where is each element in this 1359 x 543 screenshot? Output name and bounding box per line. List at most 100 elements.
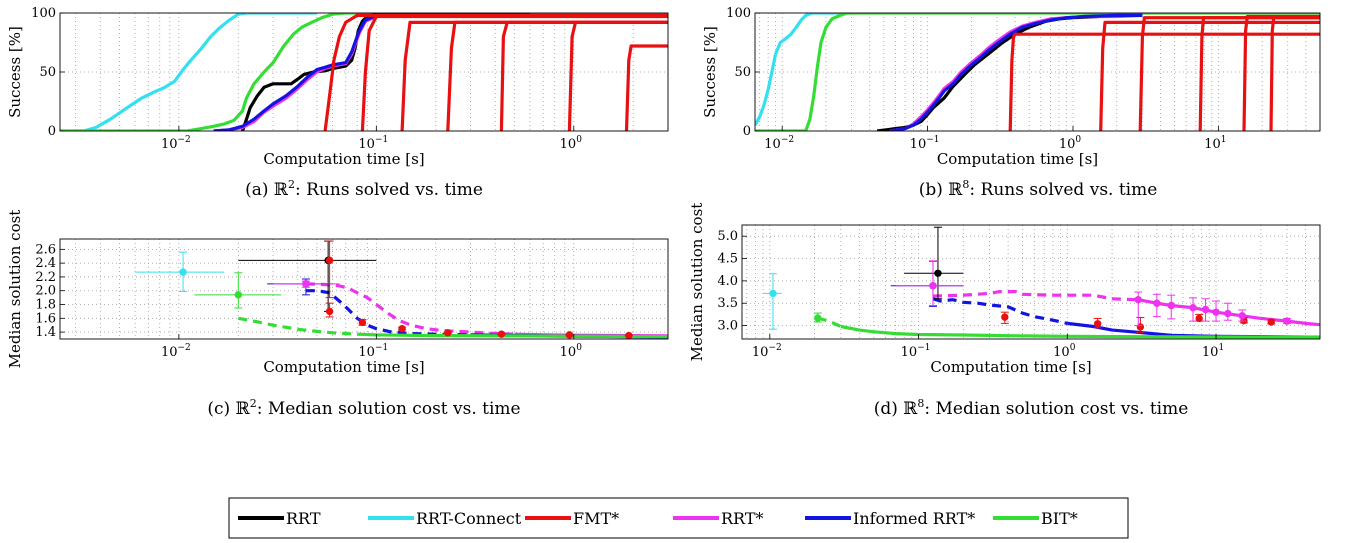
legend-label-rrt-connect: RRT-Connect (416, 509, 522, 528)
x-tick-base: 10 (1202, 345, 1219, 360)
x-axis-label: Computation time [s] (263, 358, 424, 376)
x-tick-label: 101 (1202, 343, 1224, 360)
panel-caption: (d) ℝ8: Median solution cost vs. time (874, 397, 1189, 419)
x-tick-exponent: −2 (178, 135, 191, 145)
x-tick-exponent: −1 (917, 343, 930, 353)
y-axis-label: Median solution cost (6, 210, 24, 369)
caption-space: ℝ (236, 399, 251, 419)
series-group (238, 282, 668, 339)
caption-suffix: : Runs solved vs. time (969, 180, 1157, 200)
series-line-rrt (240, 13, 471, 131)
y-tick-label: 4.5 (717, 252, 738, 267)
median-point-rrt (1167, 301, 1175, 310)
x-tick-exponent: 0 (576, 135, 582, 145)
caption-space: ℝ (948, 180, 963, 200)
x-tick-exponent: 1 (1221, 135, 1227, 145)
x-tick-base: 10 (764, 137, 781, 152)
x-tick-label: 10−1 (358, 343, 388, 360)
x-tick-label: 100 (560, 135, 583, 152)
x-tick-label: 100 (560, 343, 583, 360)
caption-suffix: : Runs solved vs. time (295, 180, 483, 200)
series-line-fmt (567, 20, 668, 131)
series-line-rrt (932, 290, 1139, 302)
median-point-rrt (1212, 308, 1220, 316)
x-tick-base: 10 (560, 345, 577, 360)
median-point-rrt (1201, 305, 1210, 314)
series-line-rrt-connect (60, 13, 317, 131)
axes-frame (741, 224, 1321, 340)
series-line-rrt (305, 282, 515, 336)
plot-area (742, 225, 1320, 339)
grid (60, 239, 669, 339)
caption-superscript: 2 (288, 178, 295, 191)
median-point-rrt (934, 269, 942, 277)
y-axis-label: Success [%] (701, 26, 719, 118)
caption-prefix: (b) (919, 180, 949, 200)
legend-label-rrt: RRT (286, 509, 321, 528)
median-point-rrt (929, 282, 937, 290)
y-axis-label: Success [%] (6, 26, 24, 118)
median-point-rrt (1238, 312, 1246, 320)
panel-caption: (a) ℝ2: Runs solved vs. time (245, 178, 483, 200)
error-bar-group (135, 240, 633, 339)
x-tick-base: 10 (1059, 137, 1076, 152)
panel-caption: (b) ℝ8: Runs solved vs. time (919, 178, 1158, 200)
caption-superscript: 8 (962, 178, 969, 191)
series-line-informed-rrt (889, 13, 1143, 131)
caption-prefix: (a) (245, 180, 274, 200)
x-tick-label: 10−1 (901, 343, 931, 360)
x-tick-exponent: 0 (1075, 135, 1081, 145)
x-tick-exponent: 0 (576, 343, 582, 353)
y-tick-label: 100 (31, 6, 56, 21)
x-tick-base: 10 (910, 137, 927, 152)
series-line-bit (357, 332, 668, 339)
y-tick-label: 4.0 (717, 274, 738, 289)
median-point-bit (234, 291, 243, 299)
y-tick-label: 3.0 (717, 319, 738, 334)
median-point-fmt (325, 307, 334, 316)
x-tick-base: 10 (1204, 137, 1221, 152)
y-tick-label: 2.0 (35, 284, 56, 299)
caption-space: ℝ (274, 180, 289, 200)
x-tick-exponent: −2 (768, 343, 781, 353)
x-tick-exponent: −2 (178, 343, 191, 353)
y-tick-label: 3.5 (717, 296, 738, 311)
x-axis-label: Computation time [s] (937, 150, 1098, 168)
series-line-fmt (1008, 32, 1320, 131)
series-line-fmt (1099, 20, 1320, 131)
median-point-fmt (497, 330, 506, 338)
median-point-fmt (444, 329, 452, 337)
x-tick-label: 10−2 (161, 343, 191, 360)
x-tick-base: 10 (752, 345, 769, 360)
caption-prefix: (d) (874, 399, 904, 419)
y-tick-label: 2.6 (35, 242, 56, 257)
x-tick-label: 10−2 (161, 135, 191, 152)
caption-superscript: 8 (917, 397, 924, 410)
x-tick-exponent: −1 (375, 343, 388, 353)
caption-superscript: 2 (250, 397, 257, 410)
x-tick-base: 10 (358, 345, 375, 360)
x-axis-label: Computation time [s] (930, 358, 1091, 376)
y-tick-label: 1.4 (35, 325, 56, 340)
y-tick-label: 1.6 (35, 311, 56, 326)
median-point-rrt-connect (769, 289, 777, 298)
series-line-bit (238, 316, 358, 336)
x-tick-base: 10 (560, 137, 577, 152)
median-point-rrt-connect (179, 268, 187, 276)
x-tick-base: 10 (161, 137, 178, 152)
legend-label-bit: BIT* (1041, 509, 1078, 528)
legend-label-informed-rrt: Informed RRT* (853, 509, 975, 528)
median-point-rrt (1134, 295, 1142, 304)
chart-panel-d: 10−2 10−1 100 1013.03.54.04.55.0Computation… (688, 203, 1321, 419)
caption-space: ℝ (903, 399, 918, 419)
median-point-rrt (1153, 299, 1161, 307)
y-tick-label: 0 (48, 124, 56, 139)
series-line-fmt (360, 14, 668, 131)
median-point-fmt (1093, 320, 1102, 328)
median-point-bit (814, 314, 822, 322)
y-tick-label: 2.2 (35, 270, 56, 285)
median-point-fmt (565, 331, 574, 339)
x-tick-base: 10 (1053, 345, 1070, 360)
y-tick-label: 50 (734, 65, 751, 80)
